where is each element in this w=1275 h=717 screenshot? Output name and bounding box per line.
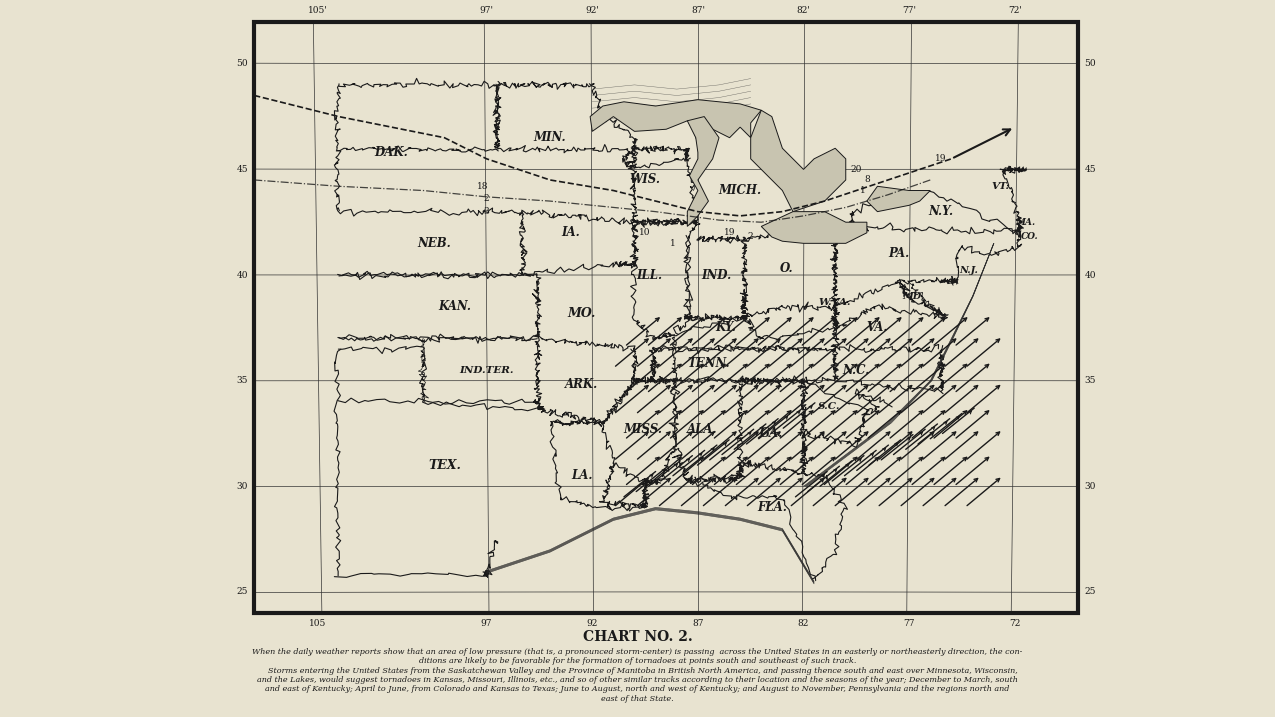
Text: 20: 20 xyxy=(850,165,862,174)
Text: WIS.: WIS. xyxy=(630,174,660,186)
Text: 10: 10 xyxy=(639,228,650,237)
Text: 105': 105' xyxy=(307,6,328,15)
Text: 45: 45 xyxy=(236,165,247,174)
Text: 8: 8 xyxy=(864,176,870,184)
Text: O.: O. xyxy=(780,262,793,275)
Text: MA.: MA. xyxy=(1015,218,1035,227)
Text: 30: 30 xyxy=(237,482,247,490)
Polygon shape xyxy=(687,117,719,227)
Text: KAN.: KAN. xyxy=(439,300,472,313)
Text: N.C.: N.C. xyxy=(843,364,870,376)
Text: IA.: IA. xyxy=(562,227,580,239)
Text: MO.: MO. xyxy=(567,307,595,320)
Text: When the daily weather reports show that an area of low pressure (that is, a pro: When the daily weather reports show that… xyxy=(252,648,1023,656)
Text: 87': 87' xyxy=(691,6,705,15)
Polygon shape xyxy=(761,212,867,243)
Text: MIN.: MIN. xyxy=(534,131,566,144)
Text: CHART NO. 2.: CHART NO. 2. xyxy=(583,630,692,644)
Text: 35: 35 xyxy=(236,376,247,385)
Text: DAK.: DAK. xyxy=(375,146,408,159)
Polygon shape xyxy=(751,110,845,212)
Text: LA.: LA. xyxy=(571,469,593,483)
Text: 19: 19 xyxy=(724,228,736,237)
Text: MICH.: MICH. xyxy=(719,184,761,197)
Text: MISS.: MISS. xyxy=(623,423,663,436)
Text: VT.: VT. xyxy=(991,182,1009,191)
Text: and the Lakes, would suggest tornadoes in Kansas, Missouri, Illinois, etc., and : and the Lakes, would suggest tornadoes i… xyxy=(258,676,1017,684)
Text: 30: 30 xyxy=(1085,482,1095,490)
Text: ditions are likely to be favorable for the formation of tornadoes at points sout: ditions are likely to be favorable for t… xyxy=(418,657,857,665)
Text: FLA.: FLA. xyxy=(757,501,787,514)
Text: and east of Kentucky; April to June, from Colorado and Kansas to Texas; June to : and east of Kentucky; April to June, fro… xyxy=(265,685,1010,693)
Text: 25: 25 xyxy=(236,587,247,597)
Text: 72: 72 xyxy=(1009,619,1020,628)
Text: 50: 50 xyxy=(1085,60,1096,68)
Text: 35: 35 xyxy=(1085,376,1096,385)
Text: 87: 87 xyxy=(692,619,704,628)
Text: CO.: CO. xyxy=(1021,232,1038,242)
Text: 105: 105 xyxy=(309,619,326,628)
Text: IND.TER.: IND.TER. xyxy=(459,366,514,374)
Text: KY.: KY. xyxy=(715,321,736,334)
Text: GA.: GA. xyxy=(760,427,783,440)
Polygon shape xyxy=(590,100,761,138)
Text: 50: 50 xyxy=(236,60,247,68)
Text: ALA.: ALA. xyxy=(687,423,718,436)
Text: NEB.: NEB. xyxy=(417,237,450,250)
Text: VA.: VA. xyxy=(867,321,889,334)
Text: 82: 82 xyxy=(798,619,810,628)
Text: N.Y.: N.Y. xyxy=(928,205,954,218)
Text: 72': 72' xyxy=(1007,6,1021,15)
Text: 1: 1 xyxy=(859,186,866,195)
Text: 19: 19 xyxy=(935,154,946,163)
Text: 25: 25 xyxy=(1085,587,1096,597)
Text: 77: 77 xyxy=(904,619,915,628)
Text: Storms entering the United States from the Saskatchewan Valley and the Province : Storms entering the United States from t… xyxy=(258,667,1017,675)
Polygon shape xyxy=(867,186,931,212)
Text: east of that State.: east of that State. xyxy=(602,695,673,703)
Text: 40: 40 xyxy=(1085,270,1096,280)
Text: 2: 2 xyxy=(748,232,754,242)
Text: PA.: PA. xyxy=(887,247,909,260)
Text: W.VA.: W.VA. xyxy=(819,298,852,307)
Text: 1: 1 xyxy=(669,239,676,248)
Text: 92': 92' xyxy=(585,6,599,15)
Text: 97': 97' xyxy=(479,6,493,15)
Text: IND.: IND. xyxy=(701,269,732,282)
Text: N.J.: N.J. xyxy=(959,266,978,275)
Text: 40: 40 xyxy=(236,270,247,280)
Text: 18: 18 xyxy=(477,182,488,191)
Text: 2: 2 xyxy=(483,194,490,204)
Text: ILL.: ILL. xyxy=(636,269,662,282)
Text: MD.: MD. xyxy=(903,292,924,300)
Text: 45: 45 xyxy=(1085,165,1096,174)
Text: TEX.: TEX. xyxy=(428,459,460,472)
Text: S.C.: S.C. xyxy=(817,402,840,411)
Text: 92: 92 xyxy=(586,619,598,628)
Text: 97: 97 xyxy=(481,619,492,628)
Text: ARK.: ARK. xyxy=(565,379,598,391)
Text: TENN.: TENN. xyxy=(687,357,729,370)
Text: 77': 77' xyxy=(903,6,917,15)
Text: 82': 82' xyxy=(797,6,811,15)
Text: 3: 3 xyxy=(483,207,490,216)
